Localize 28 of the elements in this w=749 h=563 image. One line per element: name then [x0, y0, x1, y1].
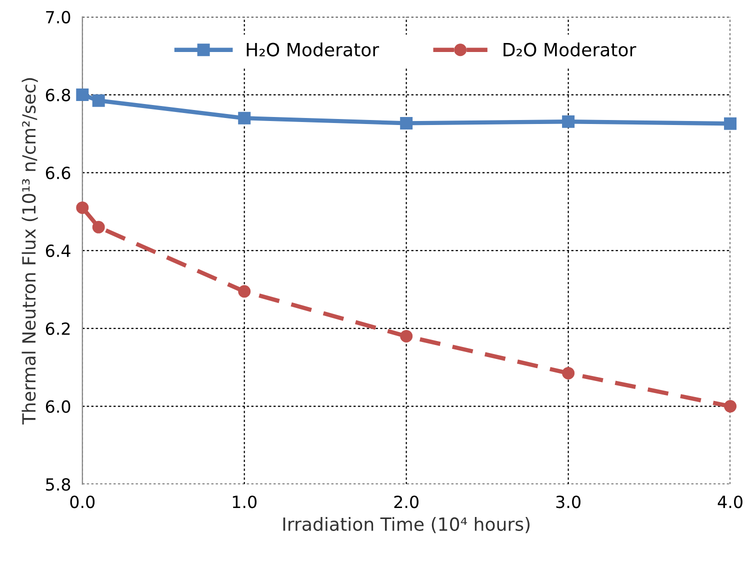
- y-axis-title: Thermal Neutron Flux (10¹³ n/cm²/sec): [22, 78, 38, 425]
- legend-label: H₂O Moderator: [246, 42, 380, 56]
- point: [92, 94, 105, 107]
- point: [76, 201, 89, 214]
- point: [238, 285, 251, 298]
- point: [76, 88, 89, 102]
- y-tick-label: 6.6: [46, 166, 70, 180]
- y-tick-label: 5.8: [46, 478, 70, 491]
- x-tick-label: 3.0: [556, 496, 580, 508]
- point: [562, 115, 575, 128]
- point: [400, 330, 413, 342]
- x-tick-label: 1.0: [232, 496, 257, 508]
- point: [400, 116, 413, 130]
- y-tick-label: 6.4: [46, 244, 70, 258]
- legend-label: D₂O Moderator: [504, 42, 636, 56]
- point: [92, 220, 105, 234]
- x-axis-title: Irradiation Time (10⁴ hours): [283, 516, 530, 534]
- point: [724, 400, 737, 413]
- y-tick-label: 7.0: [46, 10, 70, 24]
- point: [562, 366, 575, 380]
- x-tick-label: 4.0: [718, 496, 742, 508]
- y-tick-label: 6.0: [46, 400, 70, 413]
- y-tick-label: 6.8: [46, 88, 70, 102]
- point: [238, 112, 251, 124]
- x-tick-label: 2.0: [394, 496, 418, 508]
- point: [724, 117, 737, 130]
- y-tick-label: 6.2: [46, 322, 70, 335]
- x-tick-label: 0.0: [70, 496, 95, 508]
